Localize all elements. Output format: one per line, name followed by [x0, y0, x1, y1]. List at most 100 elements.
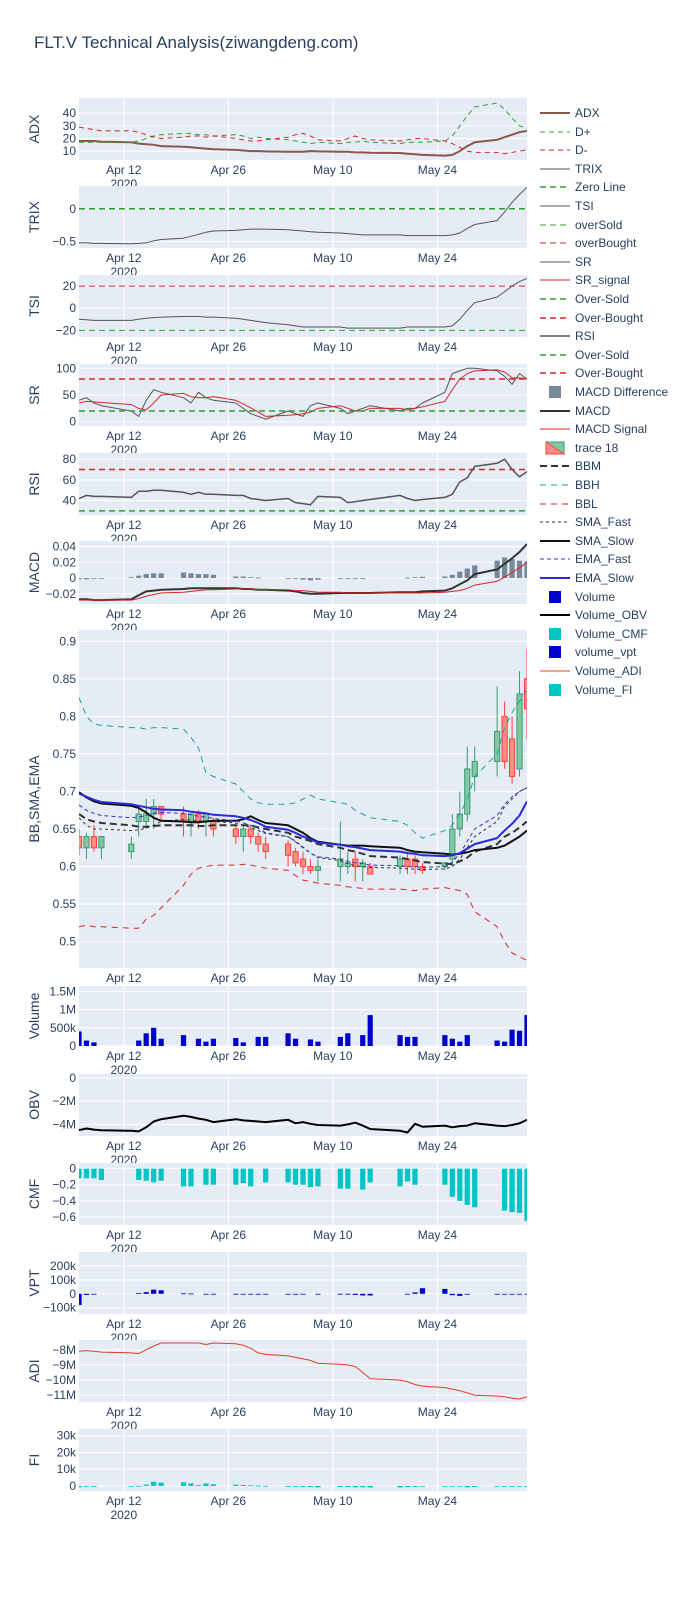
vpt-bar[interactable]	[524, 1293, 529, 1295]
macd-bar[interactable]	[315, 578, 321, 580]
candle-body[interactable]	[314, 866, 322, 871]
fi-bar[interactable]	[509, 1485, 515, 1487]
obv-series-volume-obv[interactable]	[79, 1114, 527, 1134]
fi-bar[interactable]	[255, 1485, 261, 1487]
macd-bar[interactable]	[255, 577, 261, 579]
cmf-bar[interactable]	[151, 1168, 157, 1183]
vpt-bar[interactable]	[285, 1293, 291, 1295]
vpt-bar[interactable]	[143, 1292, 149, 1294]
legend-item[interactable]: TRIX	[540, 160, 602, 178]
volume-bar[interactable]	[240, 1042, 246, 1046]
legend-item[interactable]: Volume_OBV	[540, 606, 647, 624]
cmf-bar[interactable]	[464, 1168, 470, 1205]
cmf-bar[interactable]	[143, 1168, 149, 1181]
volume-bar[interactable]	[91, 1042, 97, 1046]
vpt-bar[interactable]	[248, 1293, 254, 1295]
volume-bar[interactable]	[285, 1033, 291, 1046]
legend-item[interactable]: Volume_FI	[540, 681, 632, 699]
volume-bar[interactable]	[143, 1033, 149, 1046]
macd-bar[interactable]	[442, 576, 448, 579]
rsi-series-rsi[interactable]	[79, 458, 527, 506]
volume-bar[interactable]	[315, 1041, 321, 1046]
candle-body[interactable]	[494, 730, 501, 762]
bb-series-ema-slow[interactable]	[79, 792, 527, 858]
vpt-bar[interactable]	[337, 1293, 343, 1295]
macd-bar[interactable]	[203, 574, 209, 579]
fi-bar[interactable]	[158, 1482, 164, 1486]
vpt-bar[interactable]	[457, 1293, 463, 1296]
vpt-bar[interactable]	[210, 1293, 216, 1295]
cmf-bar[interactable]	[412, 1168, 418, 1185]
legend-item[interactable]: Volume	[540, 588, 615, 606]
vpt-bar[interactable]	[412, 1292, 418, 1294]
legend-item[interactable]: overSold	[540, 216, 622, 234]
vpt-bar[interactable]	[367, 1293, 373, 1296]
legend-item[interactable]: Over-Bought	[540, 309, 643, 327]
macd-bar[interactable]	[83, 578, 90, 580]
fi-bar[interactable]	[315, 1485, 321, 1488]
legend-item[interactable]: EMA_Slow	[540, 569, 634, 587]
candle-body[interactable]	[143, 813, 150, 823]
fi-bar[interactable]	[76, 1485, 82, 1488]
volume-bar[interactable]	[158, 1038, 164, 1046]
macd-bar[interactable]	[360, 578, 366, 579]
fi-bar[interactable]	[457, 1485, 463, 1487]
bb-series-bbm[interactable]	[79, 813, 527, 866]
legend-item[interactable]: D+	[540, 123, 591, 141]
volume-bar[interactable]	[307, 1039, 314, 1046]
fi-bar[interactable]	[203, 1483, 209, 1486]
volume-bar[interactable]	[136, 1040, 142, 1046]
cmf-bar[interactable]	[367, 1168, 373, 1183]
volume-bar[interactable]	[494, 1040, 500, 1046]
sr-series-sr[interactable]	[79, 367, 527, 420]
macd-bar[interactable]	[472, 565, 478, 579]
cmf-bar[interactable]	[263, 1168, 269, 1183]
vpt-bar[interactable]	[404, 1293, 411, 1295]
macd-bar[interactable]	[352, 578, 358, 579]
candle-body[interactable]	[255, 836, 262, 845]
candle-body[interactable]	[76, 836, 83, 849]
fi-bar[interactable]	[188, 1483, 194, 1486]
cmf-bar[interactable]	[180, 1168, 187, 1187]
macd-bar[interactable]	[404, 577, 411, 579]
cmf-bar[interactable]	[98, 1168, 104, 1180]
cmf-bar[interactable]	[248, 1168, 254, 1187]
legend-item[interactable]: Over-Bought	[540, 364, 643, 382]
vpt-bar[interactable]	[516, 1293, 523, 1295]
cmf-bar[interactable]	[524, 1168, 529, 1221]
legend-item[interactable]: Zero Line	[540, 178, 626, 196]
vpt-bar[interactable]	[76, 1293, 82, 1305]
fi-bar[interactable]	[502, 1485, 508, 1487]
tsi-series-tsi[interactable]	[79, 277, 527, 329]
volume-bar[interactable]	[457, 1041, 463, 1046]
macd-bar[interactable]	[412, 577, 418, 579]
vpt-bar[interactable]	[502, 1293, 508, 1295]
fi-bar[interactable]	[360, 1485, 366, 1488]
fi-bar[interactable]	[263, 1485, 269, 1487]
vpt-bar[interactable]	[83, 1293, 90, 1295]
cmf-bar[interactable]	[337, 1168, 343, 1189]
legend-item[interactable]: MACD Difference	[540, 383, 668, 401]
legend-item[interactable]: Over-Sold	[540, 346, 629, 364]
fi-bar[interactable]	[524, 1485, 529, 1487]
legend-item[interactable]: volume_vpt	[540, 643, 636, 661]
candle-body[interactable]	[98, 836, 105, 849]
fi-bar[interactable]	[195, 1485, 202, 1486]
macd-bar[interactable]	[419, 576, 426, 579]
fi-bar[interactable]	[300, 1485, 306, 1487]
macd-bar[interactable]	[158, 573, 164, 579]
macd-bar[interactable]	[464, 568, 470, 579]
candle-body[interactable]	[90, 836, 98, 849]
candle-body[interactable]	[516, 693, 523, 770]
candle-body[interactable]	[449, 828, 456, 860]
cmf-bar[interactable]	[457, 1168, 463, 1201]
fi-bar[interactable]	[464, 1485, 470, 1488]
candle-body[interactable]	[411, 858, 419, 868]
cmf-bar[interactable]	[292, 1168, 299, 1185]
legend-item[interactable]: SMA_Slow	[540, 532, 634, 550]
fi-bar[interactable]	[151, 1481, 157, 1486]
cmf-bar[interactable]	[442, 1168, 448, 1185]
cmf-bar[interactable]	[315, 1168, 321, 1187]
vpt-bar[interactable]	[91, 1293, 97, 1295]
legend-item[interactable]: BBL	[540, 495, 598, 513]
